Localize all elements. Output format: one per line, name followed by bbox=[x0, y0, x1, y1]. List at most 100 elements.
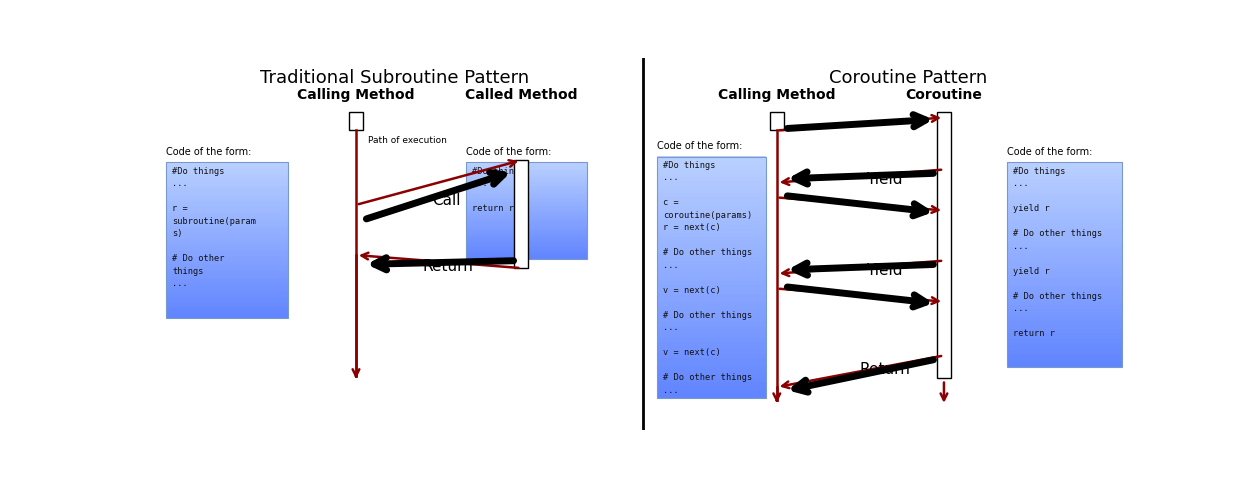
Bar bbox=[167, 214, 288, 217]
Bar bbox=[167, 297, 288, 300]
Bar bbox=[1007, 301, 1122, 305]
Bar bbox=[167, 276, 288, 279]
Bar bbox=[167, 170, 288, 172]
Bar bbox=[167, 292, 288, 295]
Bar bbox=[1007, 175, 1122, 179]
Bar bbox=[465, 210, 587, 212]
Bar bbox=[1007, 274, 1122, 278]
Bar bbox=[1007, 281, 1122, 285]
Bar bbox=[657, 329, 766, 334]
Bar bbox=[465, 192, 587, 194]
Text: #Do things
...

c =
coroutine(params)
r = next(c)

# Do other things
...

v = ne: #Do things ... c = coroutine(params) r =… bbox=[663, 161, 752, 395]
Bar bbox=[167, 175, 288, 178]
Bar bbox=[657, 378, 766, 382]
Text: Calling Method: Calling Method bbox=[297, 88, 415, 102]
Bar bbox=[465, 196, 587, 198]
Bar bbox=[657, 362, 766, 366]
Bar bbox=[657, 369, 766, 374]
Text: #Do things
...

yield r

# Do other things
...

yield r

# Do other things
...

: #Do things ... yield r # Do other things… bbox=[1013, 167, 1102, 338]
Bar bbox=[657, 228, 766, 233]
Bar bbox=[465, 170, 587, 172]
Text: Calling Method: Calling Method bbox=[719, 88, 835, 102]
Bar bbox=[167, 274, 288, 277]
Bar bbox=[1007, 298, 1122, 302]
Bar bbox=[657, 321, 766, 326]
Bar bbox=[167, 253, 288, 256]
Bar bbox=[937, 112, 951, 378]
Bar bbox=[1007, 268, 1122, 271]
Bar bbox=[657, 221, 766, 225]
Bar bbox=[465, 257, 587, 259]
Bar bbox=[465, 234, 587, 236]
Bar bbox=[1007, 363, 1122, 367]
Bar bbox=[657, 341, 766, 346]
Bar bbox=[167, 287, 288, 290]
Bar bbox=[657, 241, 766, 245]
Bar bbox=[657, 156, 766, 160]
Bar bbox=[1007, 230, 1122, 234]
Bar bbox=[1007, 359, 1122, 363]
Text: Return: Return bbox=[423, 259, 474, 274]
Bar bbox=[167, 188, 288, 191]
Bar bbox=[465, 187, 587, 189]
Bar bbox=[657, 305, 766, 310]
Bar bbox=[1007, 185, 1122, 189]
Bar bbox=[349, 112, 362, 130]
Bar bbox=[465, 229, 587, 231]
Bar bbox=[1007, 250, 1122, 254]
Bar bbox=[465, 209, 587, 211]
Bar bbox=[657, 253, 766, 257]
Bar bbox=[1007, 261, 1122, 264]
Bar bbox=[657, 249, 766, 253]
Text: Yield: Yield bbox=[867, 263, 903, 278]
Bar bbox=[1007, 356, 1122, 360]
Bar bbox=[465, 213, 587, 215]
Bar bbox=[167, 209, 288, 212]
Bar bbox=[465, 183, 587, 185]
Bar bbox=[657, 293, 766, 298]
Bar bbox=[657, 273, 766, 277]
Bar bbox=[167, 183, 288, 185]
Bar bbox=[657, 185, 766, 189]
Bar bbox=[657, 160, 766, 165]
Bar bbox=[1007, 353, 1122, 356]
Bar bbox=[167, 256, 288, 258]
Bar bbox=[465, 162, 587, 164]
Bar bbox=[167, 258, 288, 261]
Bar bbox=[167, 177, 288, 180]
Bar bbox=[167, 235, 288, 238]
Bar bbox=[167, 229, 288, 232]
Bar bbox=[657, 345, 766, 350]
Text: Code of the form:: Code of the form: bbox=[167, 146, 252, 156]
Bar bbox=[1007, 295, 1122, 298]
Bar bbox=[465, 236, 587, 238]
Bar bbox=[465, 252, 587, 254]
Bar bbox=[1007, 308, 1122, 312]
Bar bbox=[657, 197, 766, 201]
Bar bbox=[167, 266, 288, 269]
Bar bbox=[465, 176, 587, 178]
Bar bbox=[657, 333, 766, 338]
Bar bbox=[657, 204, 766, 209]
Bar bbox=[657, 180, 766, 185]
Bar bbox=[465, 254, 587, 256]
Bar bbox=[465, 204, 587, 206]
Bar bbox=[167, 295, 288, 298]
Bar bbox=[167, 313, 288, 316]
Bar bbox=[167, 271, 288, 274]
Bar bbox=[465, 247, 587, 249]
Bar bbox=[167, 193, 288, 196]
Bar bbox=[657, 313, 766, 318]
Bar bbox=[465, 205, 587, 207]
Bar bbox=[1007, 206, 1122, 210]
Bar bbox=[465, 220, 587, 222]
Text: Code of the form:: Code of the form: bbox=[657, 141, 742, 151]
Bar bbox=[514, 160, 528, 268]
Bar bbox=[167, 289, 288, 292]
Bar bbox=[167, 216, 288, 219]
Bar bbox=[167, 211, 288, 214]
Bar bbox=[1007, 216, 1122, 220]
Bar bbox=[657, 317, 766, 322]
Bar bbox=[1007, 240, 1122, 244]
Text: Coroutine Pattern: Coroutine Pattern bbox=[829, 69, 987, 87]
